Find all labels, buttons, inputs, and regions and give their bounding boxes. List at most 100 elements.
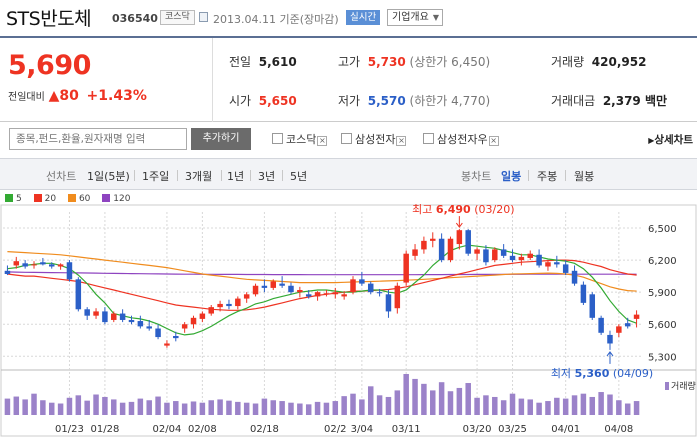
detail-chart-label: 상세차트 [654,134,693,146]
candle-body [624,323,631,327]
compare-bar: 추가하기 코스닥× 삼성전자× 삼성전자우× ▶상세차트 [0,123,697,155]
x-tick-label: 02/18 [250,424,279,435]
x-tick-label: 02/04 [153,424,182,435]
low-annotation-date: (04/09) [609,367,653,380]
low-label: 저가 [338,94,361,108]
low-annotation-value: 5,360 [575,367,610,380]
tab-5year[interactable]: 5년 [290,170,308,183]
candle-body [403,253,409,283]
y-tick-label: 5,900 [648,288,677,299]
candle-body [430,238,436,241]
close-icon[interactable]: × [488,136,499,146]
candle-body [607,334,613,344]
tab-monthly[interactable]: 월봉 [574,170,595,183]
candle-body [483,249,489,263]
upper-limit: (상한가 6,450) [409,55,491,69]
add-button[interactable]: 추가하기 [191,128,251,150]
ma5-line [7,244,637,336]
close-icon[interactable]: × [396,136,407,146]
tab-1year[interactable]: 1년 [227,170,245,183]
compare-item-samsung[interactable]: 삼성전자 × [341,131,407,147]
volume-bar [527,399,533,415]
candle-body [4,270,11,274]
volume-bar [137,398,144,415]
day-low: 저가 5,570 (하한가 4,770) [338,92,490,109]
volume-bar [181,403,188,415]
candle-body [616,326,622,333]
tab-1day[interactable]: 1일(5분) [87,170,130,183]
ma60-line [7,251,637,292]
candle-body [554,262,560,265]
checkbox[interactable] [423,133,434,144]
tab-daily[interactable]: 일봉 [501,170,522,183]
high-annotation-date: (03/20) [471,204,515,216]
candle-body [350,279,356,293]
candle-body [633,314,640,319]
volume-legend-label: 거래량 [671,380,696,392]
x-tick-label: 04/01 [551,424,580,435]
up-arrow-icon: ▲ [48,88,60,104]
candlestick-chart[interactable]: 5,300 5,600 5,900 6,200 6,500 01/23 01/28 02/04… [0,204,697,437]
y-tick-label: 5,600 [648,320,677,331]
high-annotation: 최고 6,490 (03/20) [412,204,514,216]
tab-1week[interactable]: 1주일 [142,170,170,183]
volume-value: 420,952 [591,55,647,69]
price-change: 전일대비 ▲80 +1.43% [8,88,147,104]
chevron-down-icon: ▼ [432,13,439,22]
candle-body [367,283,374,293]
candle-body [243,294,250,299]
legend-ma120: 120 [102,194,130,204]
tab-3year[interactable]: 3년 [258,170,276,183]
quote-panel: 5,690 전일대비 ▲80 +1.43% 전일 5,610 고가 5,730 … [0,36,697,122]
volume-bar [332,401,339,415]
candle-body [181,324,188,329]
high-annotation-value: 6,490 [436,204,471,216]
checkbox[interactable] [272,133,283,144]
candle-body [465,230,471,254]
ma-legend: 5 20 60 120 [5,194,139,204]
checkbox[interactable] [341,133,352,144]
volume: 거래량 420,952 [551,53,646,70]
divider [528,170,529,181]
volume-bar [243,402,250,415]
y-tick-label: 6,500 [648,224,677,235]
volume-bar [75,395,82,415]
volume-bar [394,390,401,415]
detail-chart-link[interactable]: ▶상세차트 [648,132,693,147]
close-icon[interactable]: × [317,136,328,146]
candle-body [385,294,392,312]
volume-bar [235,401,241,415]
volume-bar [376,395,383,415]
candle-body [456,230,463,245]
realtime-button[interactable]: 실시간 [346,10,381,25]
volume-bar [270,400,277,415]
company-overview-select[interactable]: 기업개요 ▼ [387,9,443,26]
search-input[interactable] [9,128,187,150]
stock-name[interactable]: STS반도체 [6,8,92,30]
candle-body [22,263,28,267]
volume-bar [164,402,170,415]
candle-body [190,317,197,325]
candle-body [93,311,99,316]
volume-bar [367,386,374,415]
candle-body [314,292,321,297]
candle-body [146,326,152,329]
tab-3month[interactable]: 3개월 [185,170,213,183]
divider [565,170,566,181]
compare-item-kosdaq[interactable]: 코스닥 × [272,131,328,147]
volume-bar [447,391,454,415]
compare-item-samsung-pref[interactable]: 삼성전자우 × [423,131,499,147]
volume-bar [297,403,303,415]
volume-bar [421,383,427,415]
tab-weekly[interactable]: 주봉 [537,170,558,183]
candle-body [598,317,604,333]
low-value: 5,570 [367,94,406,108]
volume-bar [518,398,525,415]
volume-bar [536,402,542,415]
volume-bar [314,401,321,415]
candle-body [474,249,480,254]
high-arrow-head [455,222,463,228]
candle-body [261,285,268,288]
candle-body [270,281,277,288]
candle-body [297,290,303,293]
